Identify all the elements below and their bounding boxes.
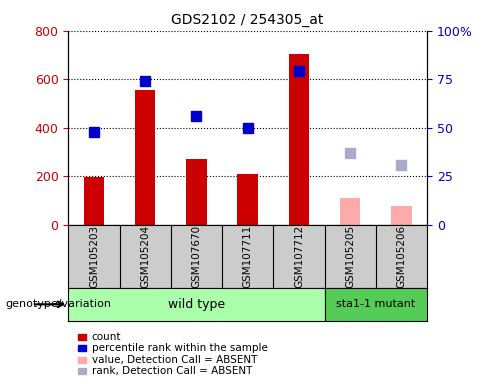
Bar xyxy=(68,288,325,321)
Bar xyxy=(135,90,156,225)
Text: rank, Detection Call = ABSENT: rank, Detection Call = ABSENT xyxy=(92,366,252,376)
Text: percentile rank within the sample: percentile rank within the sample xyxy=(92,343,267,353)
Bar xyxy=(340,199,361,225)
Text: GSM107712: GSM107712 xyxy=(294,225,304,288)
Bar xyxy=(289,54,309,225)
Text: genotype/variation: genotype/variation xyxy=(5,299,111,310)
Bar xyxy=(238,174,258,225)
Text: count: count xyxy=(92,332,121,342)
Text: sta1-1 mutant: sta1-1 mutant xyxy=(336,299,415,310)
Text: GSM105205: GSM105205 xyxy=(345,225,355,288)
Text: GSM105204: GSM105204 xyxy=(140,225,150,288)
Bar xyxy=(325,288,427,321)
Text: GSM107711: GSM107711 xyxy=(243,225,253,288)
Text: wild type: wild type xyxy=(168,298,225,311)
Title: GDS2102 / 254305_at: GDS2102 / 254305_at xyxy=(171,13,324,27)
Bar xyxy=(84,177,104,225)
Text: GSM107670: GSM107670 xyxy=(191,225,202,288)
Bar xyxy=(186,159,207,225)
Bar xyxy=(391,207,412,225)
Text: GSM105206: GSM105206 xyxy=(396,225,407,288)
Text: GSM105203: GSM105203 xyxy=(89,225,99,288)
Text: value, Detection Call = ABSENT: value, Detection Call = ABSENT xyxy=(92,355,257,365)
